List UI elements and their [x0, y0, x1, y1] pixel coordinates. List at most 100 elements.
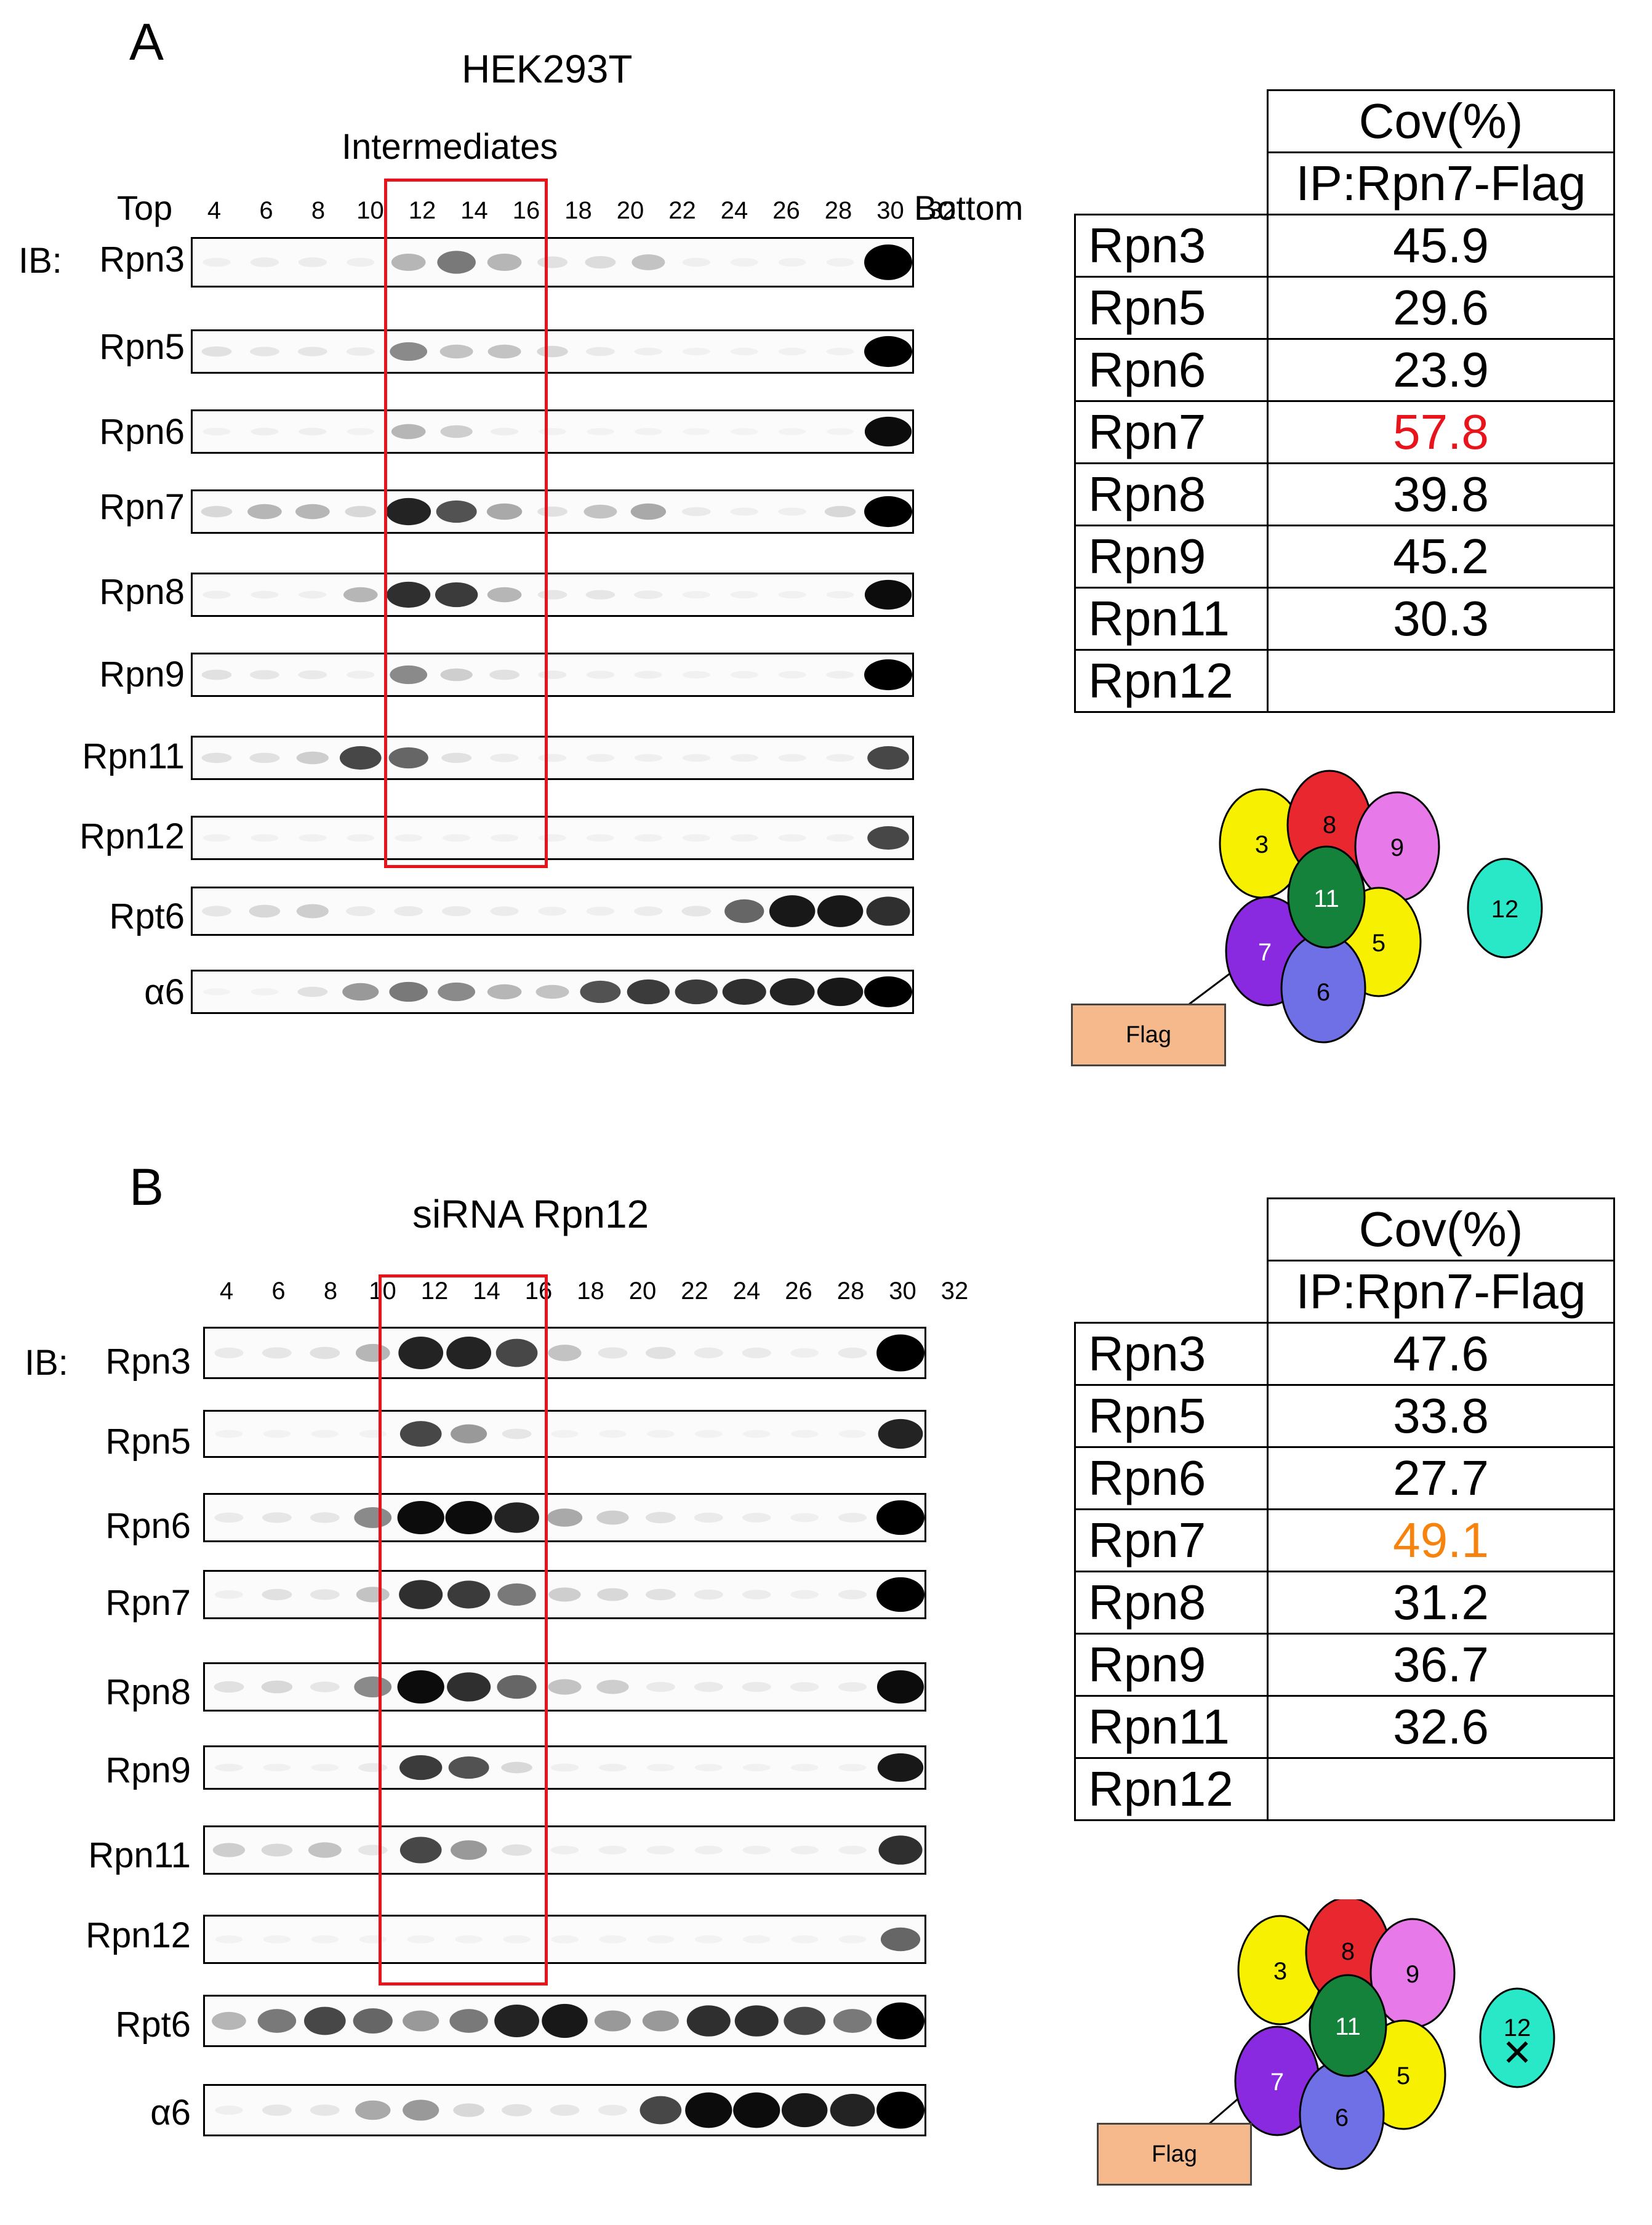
band: [838, 1682, 867, 1692]
band: [838, 1590, 867, 1599]
band: [212, 1843, 246, 1857]
band: [646, 1681, 675, 1692]
band: [448, 1756, 489, 1779]
table-header: Cov(%): [1267, 89, 1615, 153]
fraction-label: 22: [681, 1277, 708, 1305]
band: [878, 1418, 923, 1449]
band: [867, 746, 909, 770]
band: [487, 344, 521, 359]
band: [440, 425, 473, 438]
table-row: Rpn12: [1074, 1757, 1615, 1821]
subunit-7-label: 7: [1270, 2069, 1284, 2096]
band: [387, 581, 431, 608]
band: [489, 669, 519, 680]
band: [627, 979, 670, 1005]
band: [866, 896, 910, 926]
blot-strip: [203, 1410, 926, 1458]
band: [779, 428, 806, 435]
band: [790, 1590, 819, 1599]
band: [311, 1430, 339, 1438]
band: [826, 754, 854, 762]
band: [594, 2010, 631, 2032]
coverage-cell: 45.9: [1267, 214, 1615, 278]
band: [790, 1348, 819, 1358]
band: [778, 258, 806, 267]
band: [261, 1680, 293, 1694]
panel-b-ib-label: IB:: [25, 1343, 68, 1383]
band: [551, 1935, 579, 1944]
band: [202, 257, 231, 267]
band: [742, 1845, 771, 1855]
band: [214, 1681, 244, 1693]
table-row: Rpn3 47.6: [1074, 1322, 1615, 1386]
band: [599, 1430, 627, 1438]
band: [390, 342, 428, 361]
band: [551, 1430, 579, 1438]
blot-strip: [203, 1995, 926, 2047]
band: [646, 1763, 675, 1772]
fraction-label: 32: [940, 1277, 969, 1305]
band: [596, 1510, 629, 1525]
protein-cell: Rpn12: [1074, 649, 1269, 713]
band: [830, 2094, 875, 2126]
band: [769, 895, 816, 927]
panel-a-region-label: Intermediates: [342, 127, 558, 167]
band: [251, 988, 279, 996]
blot-label: Rpn9: [99, 654, 185, 694]
band: [682, 347, 710, 356]
band: [722, 978, 766, 1005]
band: [391, 253, 426, 272]
panel-a-letter: A: [129, 13, 164, 71]
table-row: Rpn7 49.1: [1074, 1508, 1615, 1572]
band: [214, 1512, 244, 1523]
fraction-label: 8: [323, 1277, 338, 1305]
protein-cell: Rpn5: [1074, 276, 1269, 340]
band: [436, 500, 477, 523]
subunit-5-label: 5: [1372, 930, 1385, 957]
table-row: Rpn11 32.6: [1074, 1695, 1615, 1759]
band: [262, 1512, 292, 1523]
band: [742, 1590, 771, 1599]
band: [354, 1507, 392, 1529]
band: [299, 834, 327, 842]
band: [550, 1845, 579, 1855]
band: [262, 2104, 292, 2116]
blot-strip: [203, 1570, 926, 1619]
coverage-cell: 33.8: [1267, 1384, 1615, 1448]
band: [864, 336, 912, 368]
subunit-6-label: 6: [1335, 2104, 1349, 2131]
blot-strip: [191, 489, 914, 534]
blot-strip: [191, 736, 914, 780]
band: [548, 1345, 582, 1361]
band: [833, 2009, 872, 2033]
table-header: Cov(%): [1267, 1197, 1615, 1261]
band: [598, 1347, 628, 1359]
subunit-11-label: 11: [1335, 2013, 1361, 2040]
band: [435, 582, 478, 608]
band: [201, 505, 233, 518]
band: [635, 428, 662, 435]
band: [586, 906, 615, 916]
band: [487, 253, 522, 272]
band: [826, 428, 854, 435]
band: [355, 2100, 391, 2120]
band: [389, 981, 428, 1002]
fraction-label: 10: [369, 1277, 396, 1305]
coverage-cell: 23.9: [1267, 338, 1615, 402]
band: [778, 590, 806, 599]
protein-cell: Rpn3: [1074, 214, 1269, 278]
band: [864, 244, 912, 280]
table-row: Rpn6 23.9: [1074, 338, 1615, 402]
panel-b-intermediates-box: [379, 1274, 548, 1986]
band: [250, 670, 279, 680]
band: [826, 590, 854, 599]
band: [250, 347, 279, 356]
band: [598, 1763, 627, 1772]
table-row: Rpn8 39.8: [1074, 462, 1615, 526]
band: [583, 504, 617, 519]
band: [310, 1681, 340, 1692]
subunit-8-label: 8: [1323, 811, 1336, 839]
band: [304, 2006, 346, 2035]
protein-cell: Rpn6: [1074, 338, 1269, 402]
band: [451, 1424, 487, 1444]
